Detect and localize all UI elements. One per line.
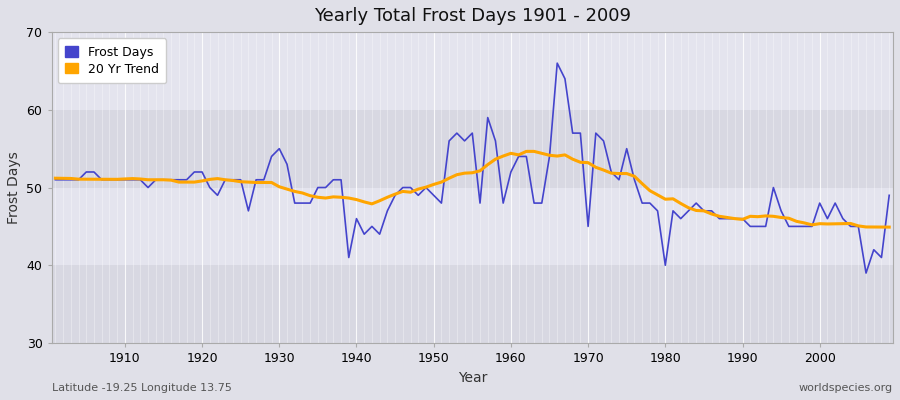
Bar bbox=[51, 188, 893, 265]
Bar bbox=[51, 32, 893, 110]
Bar bbox=[51, 265, 893, 343]
Text: worldspecies.org: worldspecies.org bbox=[799, 384, 893, 394]
Text: Latitude -19.25 Longitude 13.75: Latitude -19.25 Longitude 13.75 bbox=[51, 384, 231, 394]
X-axis label: Year: Year bbox=[457, 370, 487, 384]
Y-axis label: Frost Days: Frost Days bbox=[7, 151, 21, 224]
Bar bbox=[51, 110, 893, 188]
Title: Yearly Total Frost Days 1901 - 2009: Yearly Total Frost Days 1901 - 2009 bbox=[314, 7, 631, 25]
Legend: Frost Days, 20 Yr Trend: Frost Days, 20 Yr Trend bbox=[58, 38, 166, 83]
